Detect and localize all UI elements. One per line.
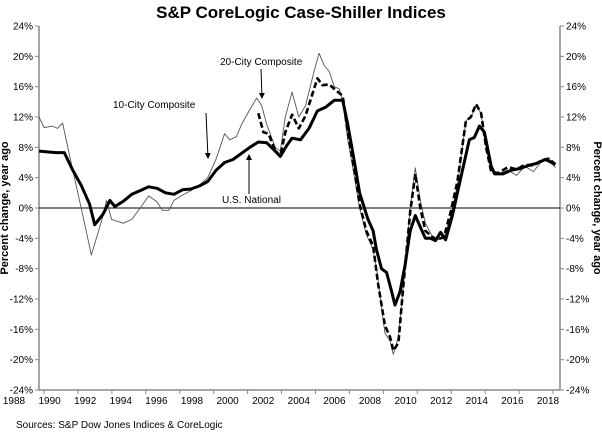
x-tick-label: 2004 <box>288 396 311 407</box>
annotation-us-national: U.S. National <box>222 195 281 206</box>
x-tick-label: 2018 <box>537 396 560 407</box>
x-tick-label: 2016 <box>501 396 524 407</box>
y-tick-label-right: 0% <box>566 204 581 215</box>
y-tick-label-right: -4% <box>566 234 584 245</box>
x-tick-label: 1988 <box>3 396 26 407</box>
series-line-u-s-national <box>38 98 557 307</box>
y-tick-label-right: 4% <box>566 173 581 184</box>
annotation-20-city-arrow <box>258 68 265 99</box>
y-axis-label-left: Percent change, year ago <box>0 141 11 275</box>
y-tick-label-right: -24% <box>566 386 589 397</box>
y-tick-label-left: 24% <box>13 22 33 33</box>
annotation-20-city: 20-City Composite <box>220 57 303 68</box>
y-tick-label-right: -8% <box>566 264 584 275</box>
y-tick-label-right: -16% <box>566 325 589 336</box>
y-tick-label-left: -12% <box>10 295 33 306</box>
y-tick-label-left: -4% <box>15 234 33 245</box>
x-tick-label: 2002 <box>252 396 275 407</box>
x-tick-label: 2006 <box>323 396 346 407</box>
x-tick-label: 2000 <box>216 396 239 407</box>
y-tick-label-left: 12% <box>13 113 33 124</box>
y-tick-label-right: 16% <box>566 82 586 93</box>
x-tick-label: 1998 <box>181 396 204 407</box>
y-tick-label-left: 8% <box>19 143 34 154</box>
annotation-10-city-arrow <box>204 112 211 159</box>
x-tick-label: 2014 <box>466 396 489 407</box>
y-tick-label-right: -20% <box>566 355 589 366</box>
x-tick-label: 2010 <box>394 396 417 407</box>
source-note: Sources: S&P Dow Jones Indices & CoreLog… <box>16 420 223 431</box>
y-tick-label-right: 12% <box>566 113 586 124</box>
y-tick-label-left: -20% <box>10 355 33 366</box>
x-tick-label: 1992 <box>74 396 97 407</box>
y-tick-label-left: -24% <box>10 386 33 397</box>
series-line-20-city-composite <box>257 77 557 352</box>
y-tick-label-left: 16% <box>13 82 33 93</box>
x-tick-label: 1996 <box>145 396 168 407</box>
x-tick-label: 1990 <box>38 396 61 407</box>
x-tick-label: 2008 <box>359 396 382 407</box>
y-tick-label-right: -12% <box>566 295 589 306</box>
y-tick-label-left: -8% <box>15 264 33 275</box>
chart-title: S&P CoreLogic Case-Shiller Indices <box>156 3 446 22</box>
y-tick-label-right: 8% <box>566 143 581 154</box>
y-tick-label-left: -16% <box>10 325 33 336</box>
y-tick-label-left: 0% <box>19 204 34 215</box>
x-tick-label: 1994 <box>110 396 133 407</box>
y-tick-label-left: 20% <box>13 52 33 63</box>
y-tick-label-left: 4% <box>19 173 34 184</box>
y-axis-label-right: Percent change, year ago <box>591 141 602 275</box>
annotation-10-city: 10-City Composite <box>113 100 196 111</box>
x-tick-label: 2012 <box>430 396 453 407</box>
y-tick-label-right: 24% <box>566 22 586 33</box>
y-tick-label-right: 20% <box>566 52 586 63</box>
